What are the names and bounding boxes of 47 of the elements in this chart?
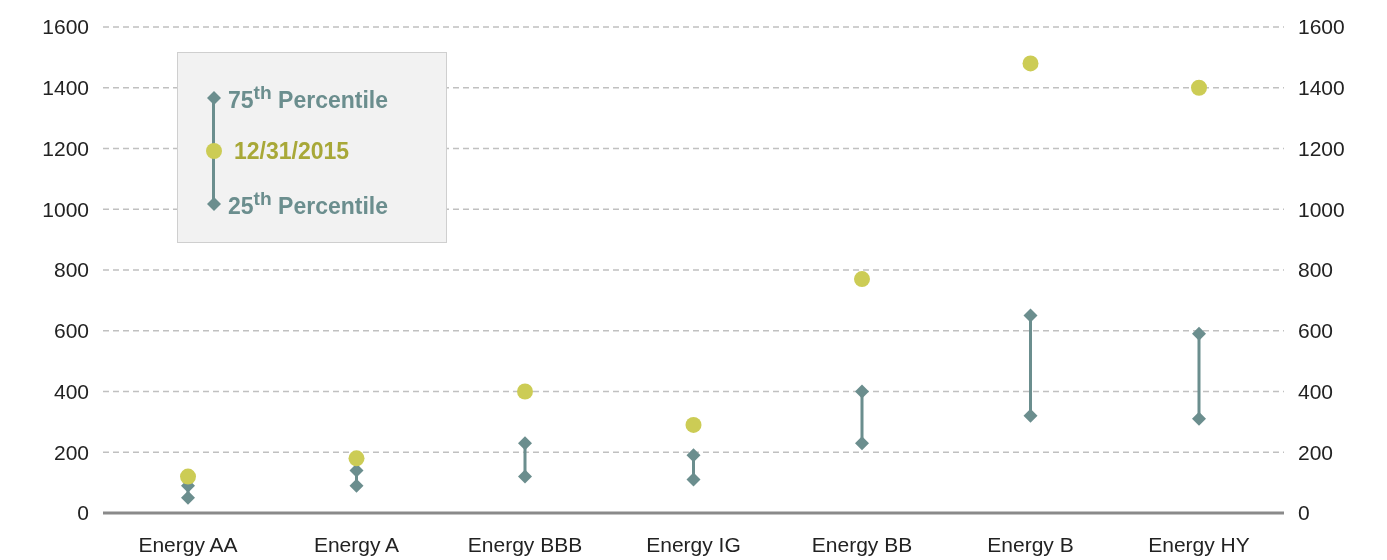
- y2-tick-label: 400: [1298, 379, 1334, 403]
- y-tick-label: 600: [53, 319, 89, 343]
- y-tick-label: 1200: [42, 136, 89, 160]
- y-tick-label: 1400: [42, 76, 89, 100]
- y2-tick-label: 1000: [1298, 197, 1345, 221]
- point: [685, 416, 702, 433]
- point: [686, 448, 701, 463]
- point: [1191, 79, 1207, 96]
- point: [855, 384, 869, 399]
- y-tick-label: 800: [53, 258, 89, 282]
- point: [518, 436, 532, 451]
- point: [349, 478, 364, 493]
- point: [348, 450, 365, 467]
- x-tick-label: Energy B: [987, 532, 1074, 556]
- point: [1023, 408, 1038, 423]
- point: [180, 468, 196, 485]
- x-tick-label: Energy HY: [1148, 532, 1250, 556]
- x-tick-label: Energy BB: [811, 532, 913, 556]
- x-tick-label: Energy AA: [138, 532, 238, 556]
- y2-tick-label: 1400: [1298, 76, 1345, 100]
- point: [855, 436, 869, 451]
- x-tick-label: Energy A: [313, 532, 400, 556]
- point: [1192, 326, 1206, 341]
- y2-tick-label: 0: [1298, 501, 1310, 525]
- y-tick-label: 0: [77, 501, 89, 525]
- point: [181, 490, 195, 505]
- point: [686, 472, 701, 487]
- point: [1022, 55, 1039, 72]
- point: [1192, 411, 1206, 426]
- x-tick-label: Energy IG: [646, 532, 741, 556]
- point: [854, 271, 870, 288]
- y2-tick-label: 200: [1298, 440, 1334, 464]
- y-tick-label: 1000: [42, 197, 89, 221]
- legend-label: 75$^{th}$ Percentile: [228, 82, 389, 114]
- y2-tick-label: 1200: [1298, 136, 1345, 160]
- point: [517, 383, 533, 400]
- legend-label: 12/31/2015: [234, 137, 350, 165]
- point: [518, 469, 532, 484]
- x-tick-label: Energy BBB: [467, 532, 583, 556]
- y-tick-label: 1600: [42, 15, 89, 39]
- y2-tick-label: 600: [1298, 319, 1334, 343]
- y2-tick-label: 800: [1298, 258, 1334, 282]
- point: [1023, 308, 1038, 323]
- legend-label: 25$^{th}$ Percentile: [228, 188, 389, 220]
- y2-tick-label: 1600: [1298, 15, 1345, 39]
- y-tick-label: 200: [53, 440, 89, 464]
- y-tick-label: 400: [53, 379, 89, 403]
